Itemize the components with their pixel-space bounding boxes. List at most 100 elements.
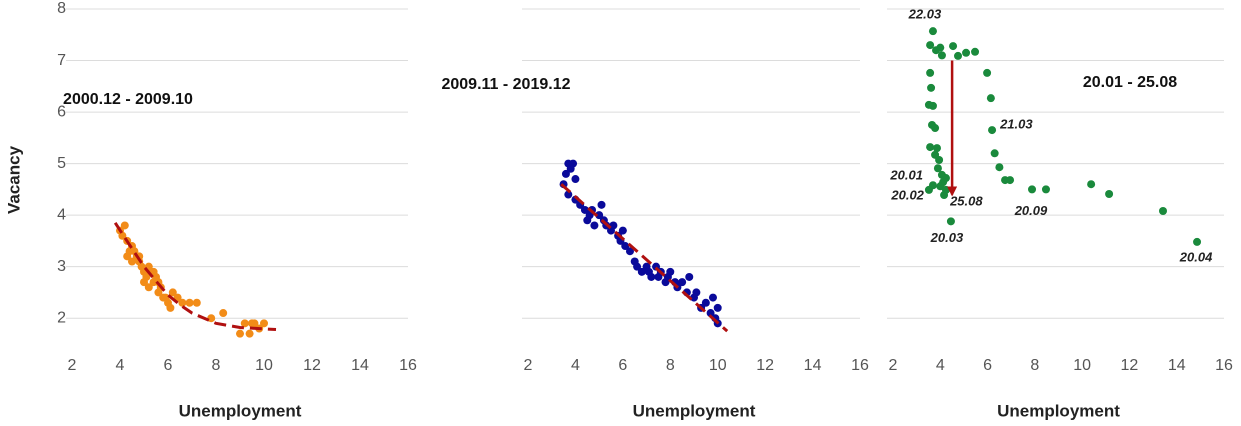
x-tick-label: 8 bbox=[1030, 357, 1039, 374]
x-tick-label: 2 bbox=[889, 357, 898, 374]
point bbox=[597, 200, 606, 209]
point bbox=[1159, 207, 1168, 216]
point bbox=[621, 242, 630, 251]
point bbox=[931, 124, 940, 133]
point bbox=[618, 226, 627, 235]
x-tick-label: 2 bbox=[68, 357, 77, 374]
point bbox=[561, 169, 570, 178]
point bbox=[245, 329, 254, 338]
x-tick-label: 10 bbox=[255, 357, 273, 374]
point bbox=[713, 303, 722, 312]
point bbox=[647, 272, 656, 281]
point bbox=[219, 309, 228, 318]
x-tick-label: 4 bbox=[116, 357, 125, 374]
x-axis-label: Unemployment bbox=[997, 401, 1120, 420]
panel-title: 2009.11 - 2019.12 bbox=[441, 76, 570, 93]
x-tick-label: 12 bbox=[1121, 357, 1139, 374]
x-tick-label: 10 bbox=[709, 357, 727, 374]
annotation: 20.01 bbox=[889, 168, 923, 183]
x-axis-label: Unemployment bbox=[179, 401, 302, 420]
point bbox=[637, 267, 646, 276]
point bbox=[128, 257, 136, 266]
y-tick-label: 5 bbox=[57, 155, 66, 172]
point bbox=[986, 94, 995, 103]
point bbox=[706, 309, 715, 318]
point bbox=[633, 262, 642, 271]
point bbox=[1087, 180, 1096, 189]
x-tick-label: 6 bbox=[618, 357, 627, 374]
panel-title: 20.01 - 25.08 bbox=[1083, 74, 1177, 91]
point bbox=[935, 155, 944, 164]
point bbox=[678, 278, 687, 287]
point bbox=[928, 101, 937, 110]
x-tick-label: 8 bbox=[212, 357, 221, 374]
point bbox=[940, 191, 949, 200]
annotation: 21.03 bbox=[999, 117, 1033, 132]
point bbox=[595, 211, 604, 220]
point bbox=[946, 217, 955, 226]
x-axis-label: Unemployment bbox=[633, 401, 756, 420]
point bbox=[625, 247, 634, 256]
x-tick-label: 4 bbox=[936, 357, 945, 374]
point bbox=[564, 190, 573, 199]
point bbox=[983, 68, 992, 77]
y-tick-label: 6 bbox=[57, 103, 66, 120]
point bbox=[140, 278, 148, 287]
x-tick-label: 16 bbox=[1215, 357, 1233, 374]
point bbox=[185, 298, 194, 307]
point bbox=[708, 293, 717, 302]
annotation: 20.02 bbox=[890, 187, 924, 202]
annotation: 25.08 bbox=[949, 193, 983, 208]
point bbox=[1041, 185, 1050, 194]
point bbox=[166, 303, 175, 312]
point bbox=[609, 221, 618, 230]
point bbox=[236, 329, 244, 338]
annotation: 20.03 bbox=[930, 230, 964, 245]
fit-line bbox=[560, 183, 729, 333]
point bbox=[926, 41, 935, 50]
point bbox=[971, 47, 980, 56]
x-tick-label: 12 bbox=[303, 357, 321, 374]
fit-line bbox=[113, 222, 277, 332]
x-tick-label: 16 bbox=[851, 357, 869, 374]
y-tick-label: 2 bbox=[57, 309, 66, 326]
y-tick-label: 4 bbox=[57, 206, 66, 223]
point bbox=[932, 144, 941, 153]
point bbox=[924, 185, 933, 194]
x-tick-label: 8 bbox=[666, 357, 675, 374]
point bbox=[990, 149, 999, 158]
point bbox=[988, 126, 997, 135]
x-tick-label: 12 bbox=[756, 357, 774, 374]
point bbox=[123, 252, 132, 261]
point bbox=[962, 48, 971, 57]
annotation: 20.04 bbox=[1179, 249, 1213, 264]
panel-title: 2000.12 - 2009.10 bbox=[63, 91, 193, 108]
x-tick-label: 14 bbox=[1168, 357, 1186, 374]
point bbox=[144, 283, 153, 292]
point bbox=[168, 288, 177, 297]
point bbox=[941, 174, 950, 183]
point bbox=[1006, 176, 1015, 185]
x-tick-label: 14 bbox=[804, 357, 822, 374]
point bbox=[685, 272, 694, 281]
x-tick-label: 6 bbox=[164, 357, 173, 374]
x-tick-label: 16 bbox=[399, 357, 417, 374]
point bbox=[936, 43, 945, 52]
point bbox=[954, 51, 963, 60]
x-tick-label: 6 bbox=[983, 357, 992, 374]
point bbox=[949, 42, 958, 51]
point bbox=[933, 164, 942, 173]
point bbox=[248, 319, 256, 328]
point bbox=[666, 267, 675, 276]
x-tick-label: 4 bbox=[571, 357, 580, 374]
point bbox=[1105, 190, 1114, 199]
point bbox=[936, 182, 945, 191]
y-axis-label: Vacancy bbox=[4, 145, 23, 214]
point bbox=[926, 68, 935, 77]
y-tick-label: 8 bbox=[57, 0, 66, 17]
point bbox=[937, 51, 946, 60]
point bbox=[692, 288, 701, 297]
y-tick-label: 7 bbox=[57, 52, 66, 69]
point bbox=[926, 143, 935, 152]
